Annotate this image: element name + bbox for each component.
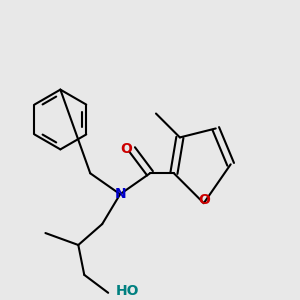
Text: O: O (120, 142, 132, 156)
Text: HO: HO (116, 284, 139, 298)
Text: O: O (198, 193, 210, 207)
Text: N: N (114, 187, 126, 201)
